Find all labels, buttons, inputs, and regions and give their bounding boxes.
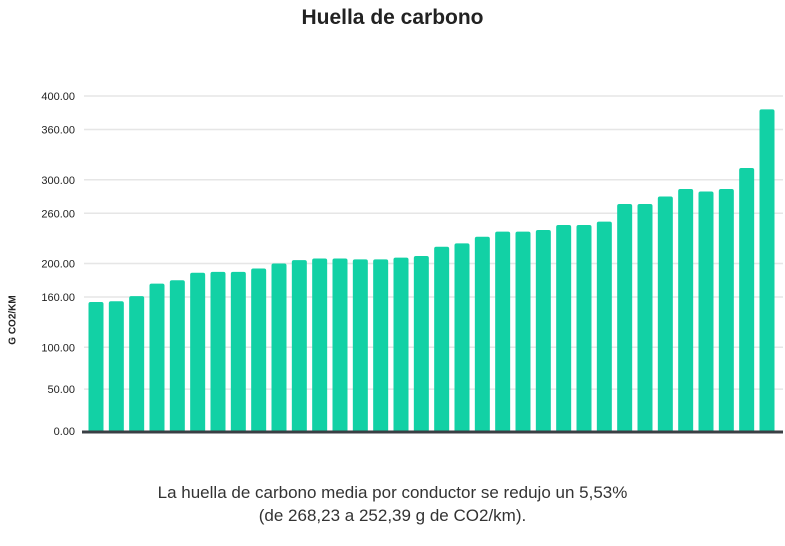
y-tick-label: 260.00 xyxy=(41,208,75,220)
bar xyxy=(373,259,389,433)
bar xyxy=(718,188,734,433)
bar xyxy=(190,272,206,433)
bar xyxy=(312,258,328,433)
bar xyxy=(474,236,490,433)
bar xyxy=(129,296,145,433)
bar xyxy=(454,243,470,433)
y-tick-label: 200.00 xyxy=(41,259,75,271)
bar xyxy=(434,246,450,433)
y-tick-label: 400.00 xyxy=(41,91,75,103)
bar xyxy=(271,263,287,433)
y-tick-label: 0.00 xyxy=(54,426,75,438)
y-tick-label: 50.00 xyxy=(47,384,75,396)
bar xyxy=(230,271,246,433)
bar xyxy=(413,255,429,433)
bar xyxy=(149,283,165,433)
bar xyxy=(535,230,551,433)
bar xyxy=(596,221,612,433)
bar xyxy=(698,191,714,433)
bar xyxy=(678,188,694,433)
bar xyxy=(576,224,592,433)
bar xyxy=(556,224,572,433)
y-tick-label: 300.00 xyxy=(41,175,75,187)
chart-title: Huella de carbono xyxy=(301,6,484,29)
chart-caption: La huella de carbono media por conductor… xyxy=(0,481,785,527)
bar xyxy=(393,257,409,433)
bar xyxy=(759,109,775,434)
bar xyxy=(657,196,673,433)
y-tick-label: 100.00 xyxy=(41,342,75,354)
bar xyxy=(739,168,755,433)
bar xyxy=(637,204,653,433)
bar xyxy=(88,302,104,433)
bar xyxy=(617,204,633,433)
bar xyxy=(495,231,511,433)
y-tick-labels: 0.00 50.00 100.00 160.00 200.00 260.00 300.00 3… xyxy=(41,91,75,438)
gridlines xyxy=(84,95,783,390)
bar xyxy=(291,260,307,433)
bar xyxy=(108,301,124,433)
bar xyxy=(515,231,531,433)
bars xyxy=(88,109,775,434)
bar xyxy=(352,259,368,433)
caption-line-2: (de 268,23 a 252,39 g de CO2/km). xyxy=(258,506,527,525)
y-tick-label: 160.00 xyxy=(41,292,75,304)
bar xyxy=(332,258,348,433)
bar xyxy=(210,271,226,433)
caption-line-1: La huella de carbono media por conductor… xyxy=(157,483,628,502)
y-tick-label: 360.00 xyxy=(41,125,75,137)
bar xyxy=(251,268,267,433)
bar xyxy=(169,280,185,433)
